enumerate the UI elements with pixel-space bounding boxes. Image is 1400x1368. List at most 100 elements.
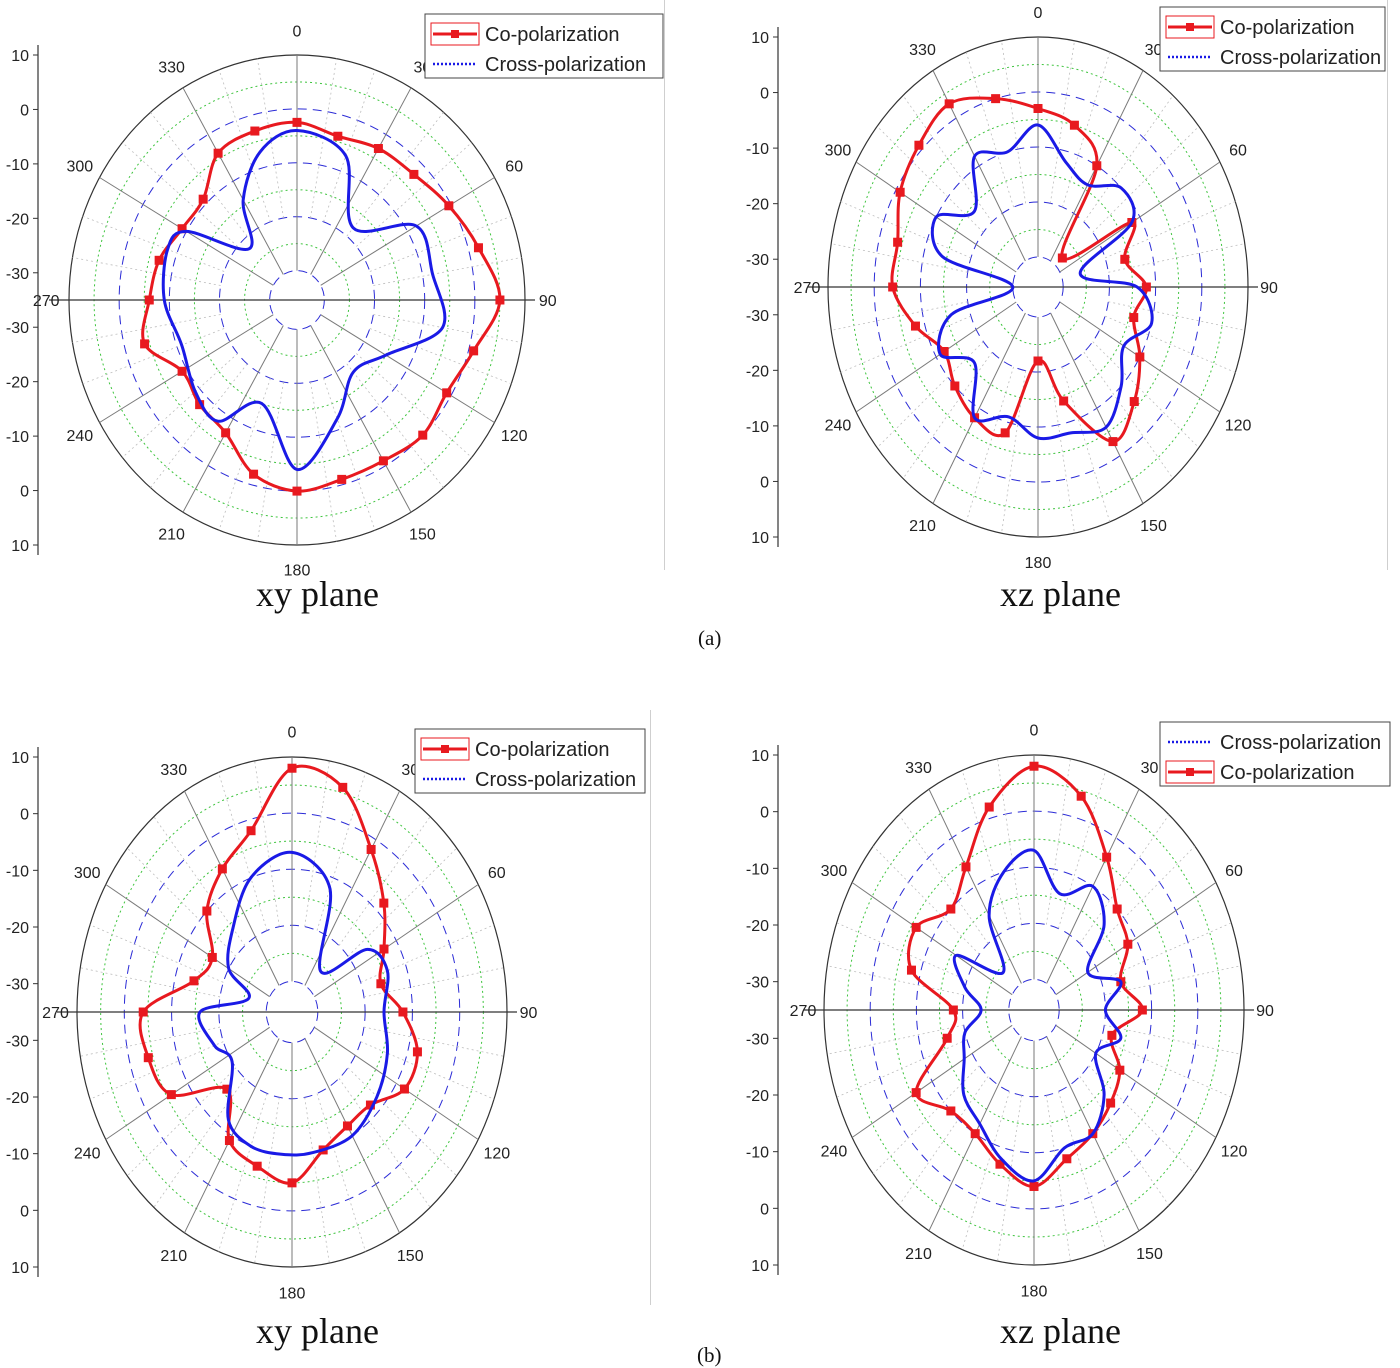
angle-tick-label: 90 [1260, 280, 1278, 297]
angle-tick-label: 210 [905, 1246, 932, 1263]
co-polarization-marker [252, 1161, 262, 1171]
co-polarization-marker [379, 898, 389, 908]
co-polarization-marker [1129, 313, 1139, 323]
divider-a [664, 0, 665, 570]
minor-spoke [1100, 922, 1232, 981]
angle-tick-label: 300 [821, 863, 848, 880]
co-polarization-marker [906, 965, 916, 975]
co-polarization-marker [198, 194, 208, 204]
minor-spoke [360, 1041, 495, 1100]
radial-tick-label: -10 [746, 861, 769, 878]
angle-tick-label: 60 [505, 158, 523, 175]
radial-tick-label: 10 [751, 30, 769, 47]
co-polarization-marker [249, 469, 259, 479]
radial-tick-label: -30 [746, 975, 769, 992]
minor-spoke [323, 378, 376, 531]
co-polarization-marker [1123, 939, 1133, 949]
legend-box [1159, 6, 1386, 72]
minor-spoke [898, 814, 989, 944]
angle-tick-label: 210 [909, 518, 936, 535]
co-polarization-marker [373, 144, 383, 154]
minor-spoke [218, 378, 271, 531]
legend-box [414, 728, 646, 794]
minor-spoke [72, 257, 221, 286]
co-polarization-marker [144, 295, 154, 305]
co-polarization-marker [246, 826, 256, 836]
angle-tick-label: 90 [1256, 1003, 1274, 1020]
minor-spoke [1100, 1039, 1232, 1098]
plane-label-b-xy: xy plane [256, 1311, 379, 1351]
co-polarization-marker [378, 456, 388, 466]
co-polarization-marker [1069, 120, 1079, 130]
minor-spoke [831, 301, 968, 331]
angle-tick-label: 240 [825, 418, 852, 435]
legend-entry: Co-polarization [1220, 17, 1355, 39]
angle-tick-label: 0 [288, 725, 297, 742]
chart-b-xz-svg: 0 30 60 90 120 150 180 210 240 270 300 330 10 0 -10 -20… [746, 721, 1391, 1301]
angle-tick-label: 330 [909, 42, 936, 59]
minor-spoke [1083, 95, 1174, 223]
minor-spoke [127, 1067, 237, 1177]
radial-tick-label: 0 [760, 1201, 769, 1218]
minor-spoke [876, 341, 984, 448]
radial-tick-label: -20 [746, 363, 769, 380]
angle-tick-label: 180 [1025, 555, 1052, 572]
spoke [320, 314, 495, 423]
spoke [1055, 882, 1217, 996]
radial-tick-label: -30 [6, 266, 29, 283]
minor-spoke [89, 1041, 224, 1100]
angle-tick-label: 120 [483, 1145, 510, 1162]
minor-spoke [82, 328, 225, 385]
minor-spoke [827, 1024, 964, 1055]
legend-swatch-frame [1165, 760, 1215, 784]
angle-tick-label: 150 [409, 526, 436, 543]
radial-tick-label: 0 [760, 86, 769, 103]
legend-swatch-frame [1165, 15, 1215, 39]
minor-spoke [1104, 965, 1241, 996]
co-polarization-marker [379, 944, 389, 954]
minor-spoke [872, 845, 980, 955]
legend-swatch-marker [1186, 23, 1194, 31]
minor-spoke [346, 112, 444, 237]
angle-tick-label: 180 [284, 563, 311, 580]
co-polarization-marker [942, 1033, 952, 1043]
co-polarization-marker [939, 347, 949, 356]
minor-spoke [827, 965, 964, 996]
radial-tick-label: -30 [6, 1033, 29, 1050]
co-polarization-marker [984, 802, 994, 812]
minor-spoke [965, 51, 1014, 208]
co-polarization-marker [1115, 1065, 1125, 1075]
legend-swatch-marker [451, 30, 459, 38]
cross-polarization-line [161, 128, 447, 471]
legend-box [1159, 721, 1391, 787]
minor-spoke [1088, 845, 1196, 955]
co-polarization-marker [292, 117, 302, 127]
spoke [932, 312, 1026, 504]
minor-spoke [369, 328, 512, 385]
radial-tick-label: -30 [746, 308, 769, 325]
minor-spoke [369, 215, 512, 272]
minor-spoke [1050, 40, 1075, 204]
co-polarization-marker [1033, 104, 1043, 113]
co-polarization-marker [202, 906, 212, 916]
co-polarization-marker [138, 1007, 148, 1017]
minor-spoke [363, 1026, 504, 1057]
angle-tick-label: 330 [160, 762, 187, 779]
co-polarization-marker [914, 140, 924, 150]
co-polarization-marker [1108, 437, 1118, 447]
minor-spoke [257, 381, 284, 542]
angle-tick-label: 90 [539, 293, 557, 310]
co-polarization-line [141, 120, 502, 493]
minor-spoke [1092, 126, 1200, 233]
minor-spoke [338, 816, 431, 946]
minor-spoke [347, 847, 457, 957]
minor-spoke [150, 363, 248, 488]
co-polarization-marker [342, 1121, 352, 1131]
radial-tick-label: -20 [746, 197, 769, 214]
co-polarization-marker [944, 99, 954, 109]
cross-polarization-line [930, 123, 1154, 441]
legend-swatch-frame [420, 737, 470, 761]
radial-tick-label: -10 [6, 863, 29, 880]
radial-tick-label: 0 [760, 474, 769, 491]
radial-tick-label: -10 [746, 419, 769, 436]
